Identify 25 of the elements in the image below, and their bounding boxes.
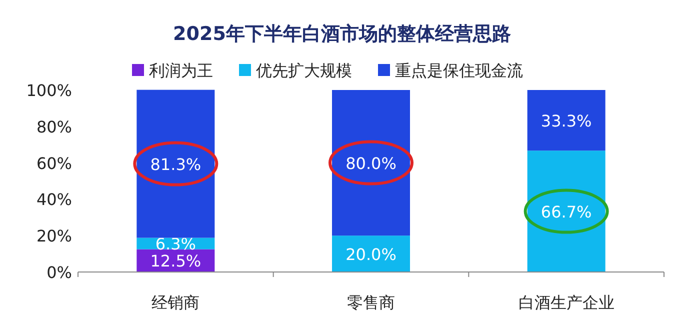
y-tick-label: 100% — [26, 81, 72, 100]
x-tick-label: 零售商 — [347, 293, 395, 312]
legend-label: 利润为王 — [149, 61, 213, 80]
data-label: 20.0% — [346, 244, 396, 264]
bar — [527, 90, 606, 151]
y-tick-label: 20% — [36, 226, 72, 246]
x-tick-label: 白酒生产企业 — [518, 293, 614, 312]
y-tick-label: 40% — [36, 190, 72, 210]
y-tick-label: 80% — [36, 117, 72, 136]
y-tick-label: 0% — [46, 263, 72, 282]
x-tick-label: 经销商 — [152, 293, 200, 312]
bar — [527, 150, 606, 272]
data-label: 66.7% — [540, 202, 592, 222]
bar — [332, 90, 410, 236]
chart-title: 2025年下半年白酒市场的整体经营思路 — [173, 23, 511, 45]
y-tick-label: 60% — [36, 154, 72, 173]
data-label: 81.3% — [150, 154, 202, 174]
bar — [332, 236, 410, 272]
legend-label: 重点是保住现金流 — [395, 61, 523, 80]
data-label: 33.3% — [540, 111, 592, 130]
data-label: 80.0% — [346, 154, 396, 173]
data-label: 6.3% — [155, 234, 196, 254]
legend-label: 优先扩大规模 — [256, 61, 352, 80]
data-label: 12.5% — [150, 252, 202, 271]
bar — [136, 90, 215, 238]
